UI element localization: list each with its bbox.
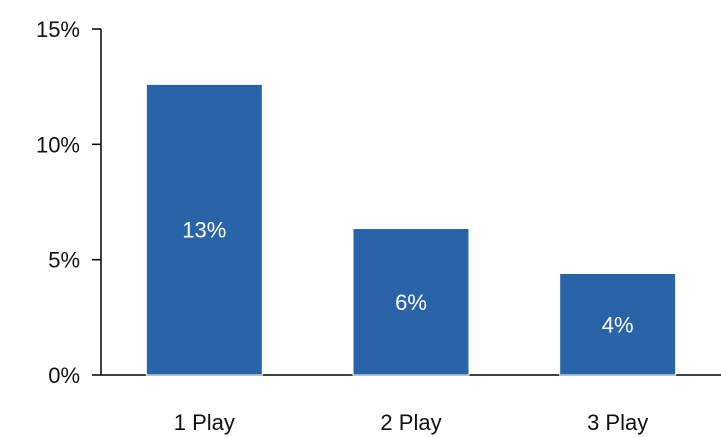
- bar-data-label: 13%: [182, 218, 226, 243]
- x-tick-labels: 1 Play 2 Play 3 Play: [174, 410, 648, 435]
- x-tick-label: 1 Play: [174, 410, 235, 435]
- data-labels: 13% 6% 4%: [182, 218, 633, 338]
- y-tick-label: 5%: [48, 248, 80, 273]
- bar: [145, 83, 263, 376]
- bar: [352, 228, 470, 376]
- bar-data-label: 4%: [602, 312, 634, 337]
- x-axis: 1 Play 2 Play 3 Play: [101, 374, 721, 435]
- bar-data-label: 6%: [395, 290, 427, 315]
- bar: [559, 273, 677, 376]
- y-tick-label: 15%: [36, 17, 80, 42]
- x-tick-label: 3 Play: [587, 410, 648, 435]
- y-tick-label: 0%: [48, 363, 80, 388]
- y-tick-label: 10%: [36, 132, 80, 157]
- y-ticks: 0% 5% 10% 15%: [36, 17, 101, 388]
- bars: [145, 83, 677, 376]
- x-tick-label: 2 Play: [380, 410, 441, 435]
- y-axis: 0% 5% 10% 15%: [36, 17, 102, 388]
